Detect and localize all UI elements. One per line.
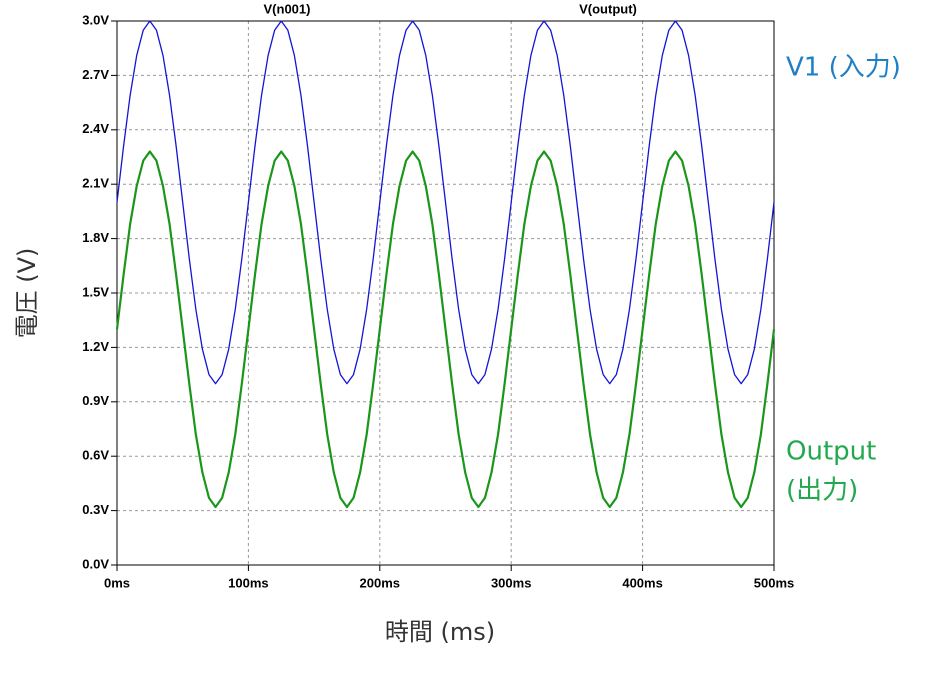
y-tick-label: 1.2V	[82, 339, 109, 354]
x-tick-label: 400ms	[622, 575, 662, 590]
y-tick-label: 1.5V	[82, 284, 109, 299]
series-line	[116, 20, 775, 385]
x-tick-label: 500ms	[754, 575, 794, 590]
y-axis-label: 電圧 (V)	[13, 248, 41, 339]
x-tick-label: 200ms	[360, 575, 400, 590]
y-tick-label: 2.7V	[82, 67, 109, 82]
annotation: (出力)	[786, 476, 858, 506]
annotation: Output	[786, 437, 876, 467]
plot-frame	[116, 20, 775, 566]
y-tick-label: 1.8V	[82, 230, 109, 245]
legend-label: V(n001)	[264, 1, 311, 16]
x-tick-label: 300ms	[491, 575, 531, 590]
x-axis-label: 時間 (ms)	[385, 618, 495, 646]
y-tick-label: 0.0V	[82, 556, 109, 571]
y-tick-label: 3.0V	[82, 12, 109, 27]
legend-label: V(output)	[579, 1, 637, 16]
y-tick-label: 0.6V	[82, 448, 109, 463]
y-tick-label: 2.4V	[82, 121, 109, 136]
y-tick-label: 0.9V	[82, 393, 109, 408]
x-tick-label: 100ms	[228, 575, 268, 590]
y-tick-label: 0.3V	[82, 502, 109, 517]
series-line	[115, 150, 776, 509]
annotation: V1 (入力)	[786, 53, 901, 83]
y-tick-label: 2.1V	[82, 176, 109, 191]
x-tick-label: 0ms	[104, 575, 130, 590]
